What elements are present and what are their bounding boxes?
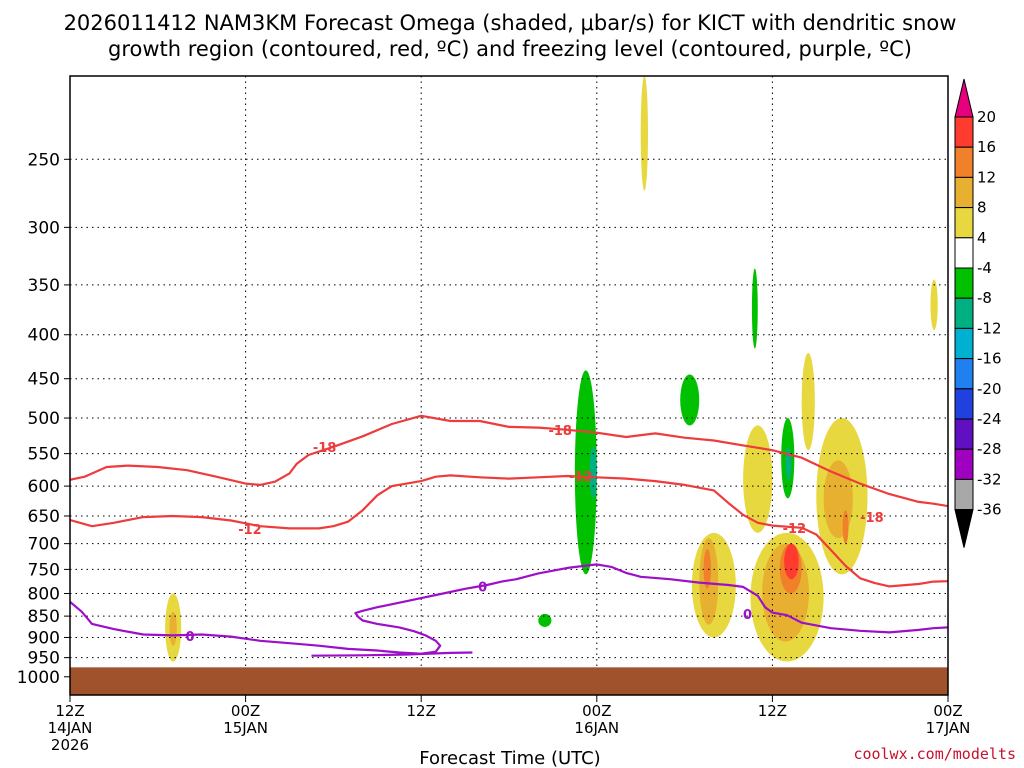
freezing-level-contour-1 [311,651,473,657]
colorbar-cell-1 [954,116,974,148]
omega-shading-layer [165,76,938,662]
colorbar-bottom-arrow [954,509,974,548]
y-tick-label-400: 400 [28,326,60,346]
y-axis-ticks: 2503003504004505005506006507007508008509… [17,150,70,688]
y-tick-label-350: 350 [28,276,60,296]
omega-region-23 [930,279,938,331]
x-tick-label-h60-0: 00Z [933,702,962,720]
dgz-label-1-0: -12 [238,523,262,538]
credit-text: coolwx.com/modelts [853,745,1016,763]
ground-fill [70,667,948,695]
omega-region-7 [538,613,552,627]
colorbar-cell-4 [954,207,974,239]
colorbar-label-7: -12 [977,319,1002,337]
colorbar-cell-6 [954,267,974,299]
chart-title-line1: 2026011412 NAM3KM Forecast Omega (shaded… [64,11,957,35]
dgz-label-1-2: -12 [783,522,807,537]
y-tick-label-250: 250 [28,150,60,170]
omega-region-6 [751,268,758,349]
dgz-label-0-2: -18 [860,511,884,526]
x-axis-label: Forecast Time (UTC) [419,748,600,768]
colorbar-label-13: -36 [977,501,1002,519]
colorbar-cell-11 [954,418,974,450]
x-tick-label-h0-1: 14JAN [48,719,93,737]
y-tick-label-300: 300 [28,218,60,238]
colorbar-cell-7 [954,297,974,329]
colorbar-label-1: 16 [977,138,996,156]
freezing-level-contour-0 [70,563,948,655]
chart-title-line2: growth region (contoured, red, ºC) and f… [108,37,912,61]
y-tick-label-550: 550 [28,445,60,465]
contour-layer [70,414,948,657]
omega-region-2 [640,76,649,191]
colorbar-cell-5 [954,237,974,269]
y-tick-label-750: 750 [28,560,60,580]
x-tick-label-h36-1: 16JAN [574,719,619,737]
omega-region-4 [589,446,597,499]
freezing-level-label-0-1: 0 [478,580,487,595]
colorbar-cell-13 [954,478,974,511]
dgz-label-1-1: -12 [569,470,593,485]
colorbar-label-0: 20 [977,108,996,126]
freezing-level-label-0-2: 0 [743,608,752,623]
colorbar-label-11: -28 [977,440,1002,458]
x-tick-label-h24-0: 12Z [407,702,436,720]
dgz-label-0-1: -18 [548,424,572,439]
x-tick-label-h36-0: 00Z [582,702,611,720]
omega-region-13 [823,460,853,539]
omega-region-10 [785,446,792,480]
y-tick-label-600: 600 [28,477,60,497]
colorbar-label-10: -24 [977,410,1002,428]
colorbar-label-2: 12 [977,168,996,186]
x-tick-label-h12-1: 15JAN [223,719,268,737]
omega-region-14 [842,510,849,544]
omega-region-1 [169,611,177,646]
colorbar-label-8: -16 [977,350,1002,368]
y-tick-label-650: 650 [28,507,60,527]
plot-frame [69,75,949,696]
y-tick-label-800: 800 [28,584,60,604]
x-tick-label-h12-0: 00Z [231,702,260,720]
colorbar-cell-2 [954,146,974,178]
colorbar-cell-3 [954,176,974,209]
colorbar-label-6: -8 [977,289,992,307]
ground-layer [70,667,948,695]
colorbar-cell-10 [954,388,974,420]
colorbar-label-9: -20 [977,380,1002,398]
x-tick-label-h0-0: 12Z [55,702,84,720]
y-tick-label-500: 500 [28,409,60,429]
y-tick-label-1000: 1000 [17,668,60,688]
omega-region-15 [743,425,773,533]
colorbar-label-3: 8 [977,199,987,217]
x-tick-label-h48-0: 12Z [758,702,787,720]
y-tick-label-850: 850 [28,607,60,627]
y-tick-label-900: 900 [28,628,60,648]
colorbar-label-12: -32 [977,470,1002,488]
x-tick-label-h0-2: 2026 [51,736,89,754]
y-tick-label-700: 700 [28,535,60,555]
omega-region-22 [784,543,799,580]
dgz-contour-0 [70,414,948,508]
omega-region-3 [574,370,597,575]
omega-region-11 [801,352,815,451]
colorbar-cell-8 [954,327,974,360]
colorbar-label-5: -4 [977,259,992,277]
x-tick-label-h60-1: 17JAN [926,719,971,737]
freezing-level-label-0-0: 0 [185,630,194,645]
colorbar-cell-9 [954,358,974,390]
omega-region-18 [703,548,711,589]
y-tick-label-450: 450 [28,370,60,390]
y-tick-label-950: 950 [28,649,60,669]
colorbar: 20 16 12 8 4 -4 -8 -12 -16 -20 -24 -28 -32 -36 [954,78,1002,548]
colorbar-cell-12 [954,448,974,480]
omega-region-5 [680,374,700,426]
dgz-contour-1 [70,474,948,588]
dgz-label-0-0: -18 [313,441,337,456]
colorbar-label-4: 4 [977,229,987,247]
contour-label-layer: -18 -18 -18 -12 -12 -12 0 0 0 [185,424,884,645]
